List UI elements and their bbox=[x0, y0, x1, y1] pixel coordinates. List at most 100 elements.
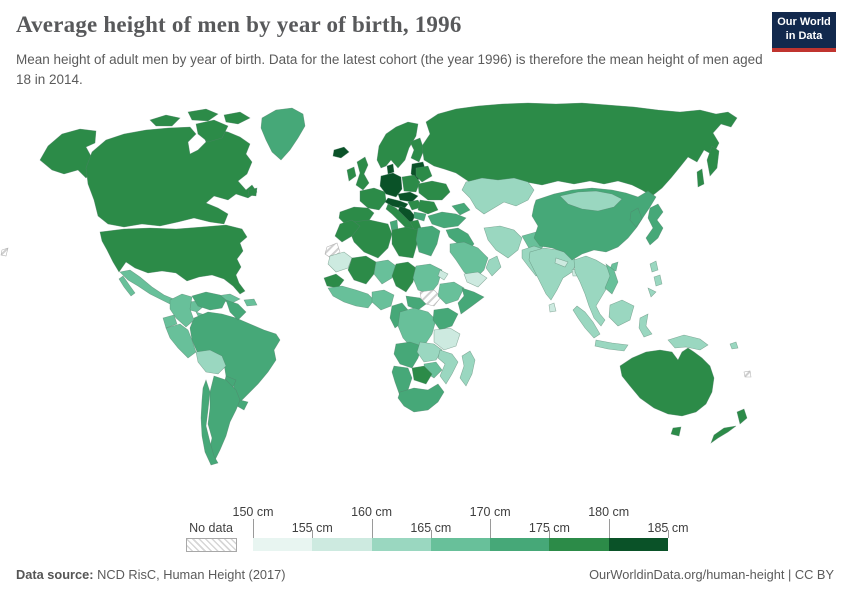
country-uk[interactable] bbox=[355, 156, 370, 191]
country-romania[interactable] bbox=[417, 199, 439, 215]
country-new-guinea[interactable] bbox=[667, 334, 709, 351]
country-mozambique[interactable] bbox=[437, 349, 459, 385]
legend-bin-175-180[interactable] bbox=[549, 538, 609, 551]
country-sri-lanka[interactable] bbox=[548, 302, 557, 313]
country-belarus[interactable] bbox=[415, 165, 433, 183]
country-russia[interactable] bbox=[706, 145, 720, 177]
country-borneo[interactable] bbox=[608, 299, 635, 327]
country-japan[interactable] bbox=[645, 203, 664, 246]
country-greenland[interactable] bbox=[260, 107, 306, 161]
country-sumatra[interactable] bbox=[572, 305, 601, 339]
country-central-asia[interactable] bbox=[461, 177, 535, 215]
country-germany-lowlands[interactable] bbox=[379, 172, 403, 198]
legend-no-data-swatch[interactable] bbox=[186, 538, 237, 552]
legend-tick-label-175-cm: 175 cm bbox=[528, 521, 570, 535]
legend-tick-label-155-cm: 155 cm bbox=[291, 521, 333, 535]
country-turkey[interactable] bbox=[427, 211, 467, 229]
country-niger[interactable] bbox=[373, 259, 397, 285]
country-canada[interactable] bbox=[247, 187, 258, 197]
country-philippines[interactable] bbox=[647, 260, 663, 298]
country-yemen[interactable] bbox=[463, 271, 488, 288]
country-angola[interactable] bbox=[393, 341, 423, 369]
legend-tick-label-170-cm: 170 cm bbox=[469, 505, 511, 519]
country-ecuador[interactable] bbox=[162, 314, 178, 329]
country-senegal[interactable] bbox=[323, 273, 345, 289]
country-mauritania[interactable] bbox=[327, 251, 353, 273]
country-korea[interactable] bbox=[629, 207, 643, 228]
country-somalia[interactable] bbox=[457, 287, 485, 315]
country-car[interactable] bbox=[405, 295, 427, 311]
country-canada[interactable] bbox=[149, 114, 181, 127]
country-pacific[interactable] bbox=[729, 341, 739, 350]
country-guyanas[interactable] bbox=[225, 299, 247, 321]
country-caucasus[interactable] bbox=[451, 202, 471, 216]
legend-bin-165-170[interactable] bbox=[430, 538, 491, 551]
country-venezuela[interactable] bbox=[191, 291, 227, 311]
country-ireland[interactable] bbox=[346, 166, 357, 182]
country-chad[interactable] bbox=[391, 261, 417, 293]
country-canada[interactable] bbox=[223, 111, 251, 125]
country-canada[interactable] bbox=[187, 108, 219, 122]
country-new-caledonia[interactable] bbox=[743, 370, 752, 378]
chart-footer: Data source: NCD RisC, Human Height (201… bbox=[16, 567, 834, 582]
country-se-asia[interactable] bbox=[573, 255, 613, 327]
country-botswana[interactable] bbox=[411, 365, 433, 385]
country-canada[interactable] bbox=[85, 126, 258, 228]
legend-bin-160-165[interactable] bbox=[371, 538, 431, 551]
country-bolivia[interactable] bbox=[195, 349, 227, 375]
country-egypt[interactable] bbox=[415, 225, 441, 257]
owid-logo[interactable]: Our World in Data bbox=[772, 12, 836, 52]
country-hispaniola[interactable] bbox=[243, 298, 258, 307]
country-iceland[interactable] bbox=[332, 146, 350, 159]
country-mali[interactable] bbox=[347, 255, 377, 285]
country-russia[interactable] bbox=[696, 168, 705, 188]
country-mongolia[interactable] bbox=[559, 190, 623, 212]
country-nigeria[interactable] bbox=[371, 289, 395, 311]
country-vietnam[interactable] bbox=[604, 263, 619, 295]
country-australia[interactable] bbox=[670, 426, 682, 437]
country-chile[interactable] bbox=[200, 379, 219, 466]
legend-bin-170-175[interactable] bbox=[490, 538, 550, 551]
country-algeria[interactable] bbox=[349, 219, 393, 259]
country-morocco[interactable] bbox=[334, 219, 361, 243]
chart-title: Average height of men by year of birth, … bbox=[16, 12, 462, 37]
country-australia[interactable] bbox=[619, 347, 715, 417]
country-west-africa[interactable] bbox=[327, 285, 375, 309]
country-south-africa[interactable] bbox=[397, 383, 445, 413]
country-ukraine[interactable] bbox=[417, 180, 451, 201]
country-kenya[interactable] bbox=[432, 307, 459, 331]
country-zambia[interactable] bbox=[416, 341, 443, 363]
country-new-zealand[interactable] bbox=[710, 425, 737, 444]
country-oman[interactable] bbox=[485, 255, 502, 277]
country-iran[interactable] bbox=[483, 225, 523, 259]
country-madagascar[interactable] bbox=[459, 350, 476, 387]
country-canada[interactable] bbox=[195, 119, 229, 143]
legend-bin-180-185[interactable] bbox=[608, 538, 668, 551]
country-sulawesi[interactable] bbox=[638, 313, 653, 338]
country-denmark[interactable] bbox=[386, 163, 395, 175]
country-czech-slovakia[interactable] bbox=[397, 191, 419, 203]
country-ethiopia[interactable] bbox=[437, 281, 465, 305]
country-usa[interactable] bbox=[99, 224, 248, 295]
country-colombia[interactable] bbox=[169, 293, 195, 328]
country-china[interactable] bbox=[531, 187, 657, 261]
country-eritrea[interactable] bbox=[437, 269, 449, 281]
owid-license-link[interactable]: OurWorldinData.org/human-height | CC BY bbox=[589, 567, 834, 582]
country-nepal[interactable] bbox=[554, 257, 569, 268]
country-finland[interactable] bbox=[409, 137, 425, 163]
legend-bin-150-155[interactable] bbox=[253, 538, 313, 551]
country-left-edge-island[interactable] bbox=[0, 247, 9, 257]
country-drc[interactable] bbox=[397, 307, 437, 349]
legend-tick-mark bbox=[312, 530, 314, 538]
country-bulgaria[interactable] bbox=[413, 211, 427, 222]
country-poland[interactable] bbox=[401, 174, 421, 193]
legend-bin-155-160[interactable] bbox=[312, 538, 372, 551]
country-france[interactable] bbox=[359, 187, 387, 211]
country-libya[interactable] bbox=[391, 226, 419, 259]
legend-tick-label-150-cm: 150 cm bbox=[232, 505, 274, 519]
country-java[interactable] bbox=[594, 339, 629, 352]
country-tanzania[interactable] bbox=[433, 327, 461, 351]
country-argentina[interactable] bbox=[207, 375, 241, 461]
country-sudan[interactable] bbox=[412, 263, 443, 295]
country-new-zealand[interactable] bbox=[736, 408, 748, 425]
